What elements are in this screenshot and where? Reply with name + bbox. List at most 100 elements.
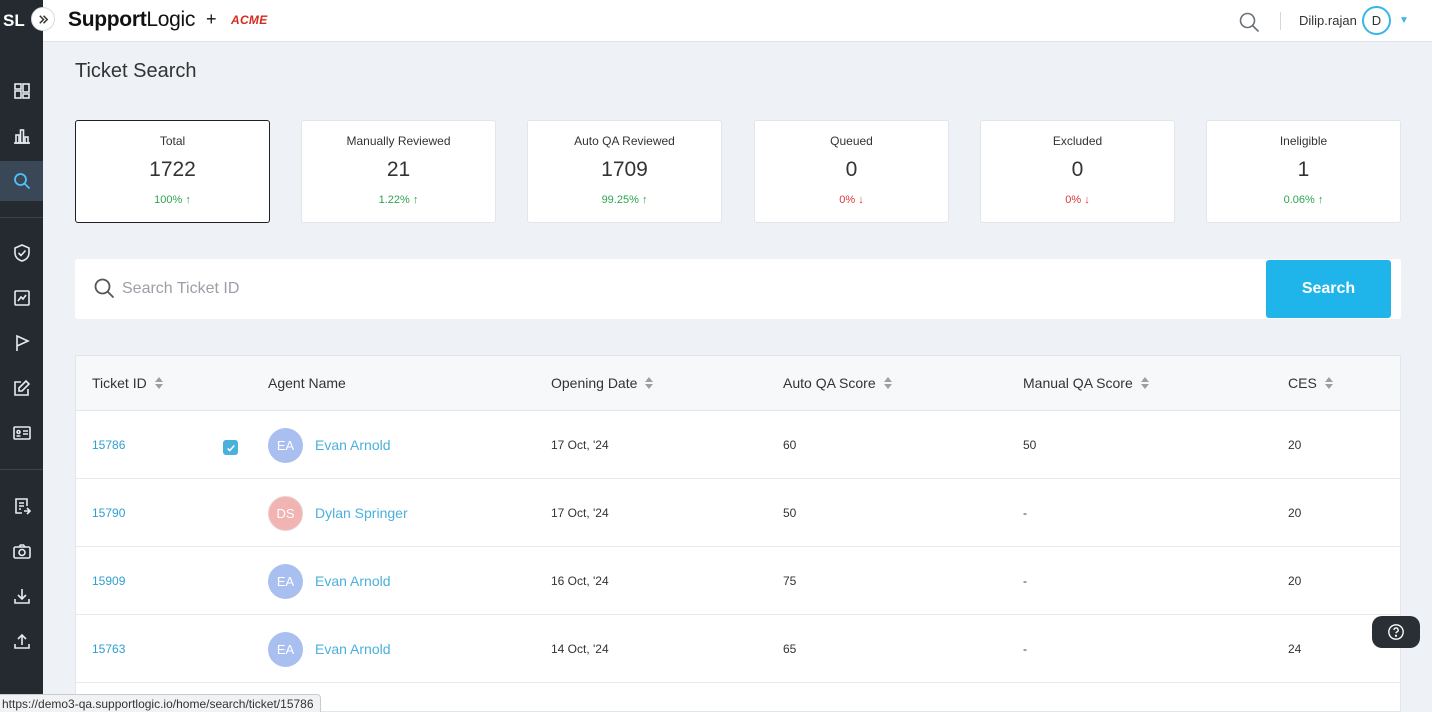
opening-date: 17 Oct, '24: [551, 438, 609, 452]
analytics-icon[interactable]: [0, 116, 43, 156]
card-value: 0: [1071, 158, 1084, 181]
card-label: Total: [159, 134, 186, 148]
auto-qa-score: 75: [783, 574, 797, 588]
search-button[interactable]: Search: [1266, 260, 1391, 318]
partner-logo: ACME: [231, 13, 268, 27]
manual-qa-score: -: [1023, 642, 1027, 656]
agent-avatar: EA: [268, 427, 303, 463]
arrow-up-icon: ↑: [1317, 194, 1324, 206]
card-auto-qa-reviewed[interactable]: Auto QA Reviewed 1709 99.25% ↑: [527, 120, 722, 223]
auto-qa-score: 65: [783, 642, 797, 656]
row-checkbox[interactable]: [223, 440, 238, 455]
card-manually-reviewed[interactable]: Manually Reviewed 21 1.22% ↑: [301, 120, 496, 223]
agent-cell: EA Evan Arnold: [268, 547, 391, 615]
card-label: Auto QA Reviewed: [574, 134, 675, 148]
expand-sidebar-button[interactable]: [31, 7, 55, 31]
help-button[interactable]: [1372, 616, 1420, 648]
agent-cell: EA Evan Arnold: [268, 615, 391, 683]
ticket-id-search-input[interactable]: [122, 273, 1242, 305]
table-row[interactable]: 15786 EA Evan Arnold 17 Oct, '24 60 50 2…: [76, 411, 1400, 479]
agent-name-link[interactable]: Evan Arnold: [315, 573, 391, 589]
table-row[interactable]: 15763 EA Evan Arnold 14 Oct, '24 65 - 24: [76, 615, 1400, 683]
card-change: 0% ↓: [839, 194, 864, 206]
auto-qa-score: 60: [783, 438, 797, 452]
card-label: Excluded: [1052, 134, 1103, 148]
app-logo[interactable]: SL: [3, 10, 25, 30]
report-icon[interactable]: [0, 278, 43, 318]
column-header-agent-name: Agent Name: [268, 375, 346, 391]
download-icon[interactable]: [0, 576, 43, 616]
card-value: 1709: [601, 158, 648, 181]
ticket-id-link[interactable]: 15790: [92, 506, 126, 520]
brand-logo[interactable]: SupportLogic: [68, 8, 195, 32]
upload-icon[interactable]: [0, 621, 43, 661]
card-change: 0.06% ↑: [1283, 194, 1324, 206]
column-header-manual-qa-score[interactable]: Manual QA Score: [1023, 375, 1149, 391]
agent-name-link[interactable]: Evan Arnold: [315, 641, 391, 657]
card-value: 0: [845, 158, 858, 181]
id-card-icon[interactable]: [0, 413, 43, 453]
ces-value: 20: [1288, 438, 1302, 452]
flag-icon[interactable]: [0, 323, 43, 363]
shield-check-icon[interactable]: [0, 233, 43, 273]
card-label: Manually Reviewed: [346, 134, 451, 148]
card-ineligible[interactable]: Ineligible 1 0.06% ↑: [1206, 120, 1401, 223]
arrow-up-icon: ↑: [641, 194, 648, 206]
column-header-auto-qa-score[interactable]: Auto QA Score: [783, 375, 892, 391]
agent-avatar: EA: [268, 631, 303, 667]
card-value: 1: [1297, 158, 1310, 181]
help-icon: [1388, 624, 1404, 640]
card-change: 99.25% ↑: [601, 194, 648, 206]
arrow-up-icon: ↑: [185, 194, 191, 206]
card-change: 1.22% ↑: [378, 194, 419, 206]
check-icon: [226, 444, 235, 452]
search-icon[interactable]: [0, 161, 43, 201]
camera-icon[interactable]: [0, 531, 43, 571]
sidebar-divider: [0, 469, 43, 470]
page-title: Ticket Search: [75, 60, 197, 82]
column-header-opening-date[interactable]: Opening Date: [551, 375, 654, 391]
dashboard-icon[interactable]: [0, 71, 43, 111]
card-change: 100% ↑: [154, 194, 191, 206]
auto-qa-score: 50: [783, 506, 797, 520]
header-search-icon[interactable]: [1238, 11, 1260, 38]
agent-avatar: EA: [268, 563, 303, 599]
agent-name-link[interactable]: Evan Arnold: [315, 437, 391, 453]
arrow-up-icon: ↑: [412, 194, 419, 206]
user-menu-caret-icon[interactable]: ▼: [1399, 15, 1409, 26]
tickets-table: Ticket ID Agent Name Opening Date Auto Q…: [75, 355, 1401, 712]
sort-icon: [154, 376, 163, 390]
column-header-ticket-id[interactable]: Ticket ID: [92, 375, 163, 391]
edit-icon[interactable]: [0, 368, 43, 408]
ticket-id-link[interactable]: 15909: [92, 574, 126, 588]
manual-qa-score: -: [1023, 574, 1027, 588]
card-queued[interactable]: Queued 0 0% ↓: [754, 120, 949, 223]
agent-name-link[interactable]: Dylan Springer: [315, 505, 408, 521]
username[interactable]: Dilip.rajan: [1299, 13, 1357, 28]
agent-cell: EA Evan Arnold: [268, 411, 391, 479]
search-icon: [93, 277, 115, 304]
manual-qa-score: -: [1023, 506, 1027, 520]
sort-icon: [645, 376, 654, 390]
card-excluded[interactable]: Excluded 0 0% ↓: [980, 120, 1175, 223]
ticket-id-link[interactable]: 15786: [92, 438, 126, 452]
ticket-search-bar: Search: [75, 259, 1401, 319]
sort-icon: [883, 376, 892, 390]
card-change: 0% ↓: [1065, 194, 1090, 206]
user-avatar[interactable]: D: [1362, 6, 1391, 35]
agent-avatar: DS: [268, 495, 303, 531]
sort-icon: [1140, 376, 1149, 390]
sort-icon: [1324, 376, 1333, 390]
opening-date: 16 Oct, '24: [551, 574, 609, 588]
card-total[interactable]: Total 1722 100% ↑: [75, 120, 270, 223]
agent-cell: DS Dylan Springer: [268, 479, 408, 547]
column-header-ces[interactable]: CES: [1288, 375, 1333, 391]
notes-icon[interactable]: [0, 486, 43, 526]
arrow-down-icon: ↓: [858, 194, 864, 206]
card-label: Ineligible: [1279, 134, 1328, 148]
table-row[interactable]: 15909 EA Evan Arnold 16 Oct, '24 75 - 20: [76, 547, 1400, 615]
ticket-id-link[interactable]: 15763: [92, 642, 126, 656]
table-row[interactable]: 15790 DS Dylan Springer 17 Oct, '24 50 -…: [76, 479, 1400, 547]
brand-prefix: Support: [68, 8, 147, 31]
manual-qa-score: 50: [1023, 438, 1037, 452]
